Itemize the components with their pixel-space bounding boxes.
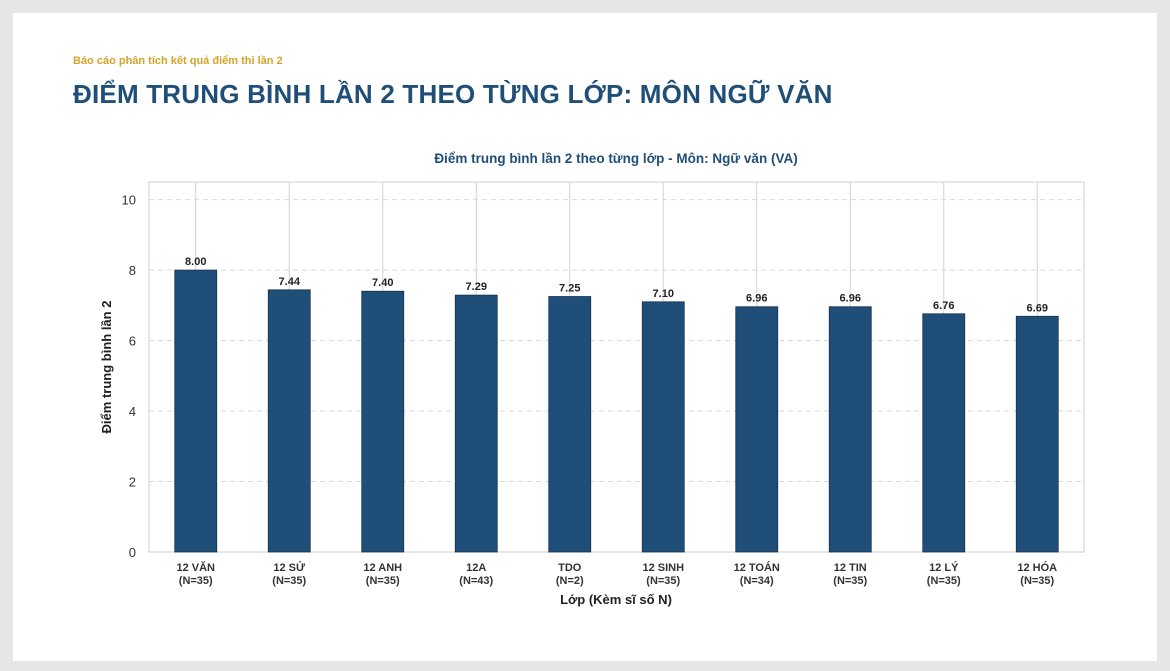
chart-title: Điểm trung bình lần 2 theo từng lớp - Mô… (434, 151, 797, 166)
bar-value-label: 6.76 (933, 300, 954, 312)
report-subtitle: Báo cáo phân tích kết quả điểm thi lần 2 (73, 55, 283, 67)
bar-value-label: 6.69 (1027, 302, 1048, 314)
y-tick-label: 10 (122, 193, 136, 208)
x-tick-sublabel: (N=35) (1020, 575, 1054, 587)
x-tick-sublabel: (N=35) (272, 575, 306, 587)
x-tick-sublabel: (N=2) (556, 575, 584, 587)
x-tick-label: 12 VĂN (176, 561, 215, 574)
y-tick-label: 4 (129, 404, 136, 419)
page-title: ĐIỂM TRUNG BÌNH LẦN 2 THEO TỪNG LỚP: MÔN… (73, 79, 833, 109)
x-tick-label: TDO (558, 562, 582, 574)
bar (174, 269, 218, 553)
x-tick-sublabel: (N=34) (740, 575, 774, 587)
bar (267, 289, 311, 553)
x-tick-sublabel: (N=35) (646, 575, 680, 587)
x-tick-sublabel: (N=35) (833, 575, 867, 587)
bar (922, 313, 966, 553)
bar-value-label: 7.25 (559, 283, 580, 295)
bar (454, 294, 498, 553)
y-tick-label: 8 (129, 263, 136, 278)
bar-value-label: 8.00 (185, 256, 206, 268)
bar (828, 306, 872, 553)
x-tick-label: 12 TOÁN (734, 561, 780, 574)
x-tick-label: 12 HÓA (1017, 561, 1057, 574)
x-tick-label: 12 ANH (363, 562, 402, 574)
bar-value-label: 6.96 (840, 293, 861, 305)
bar (641, 301, 685, 553)
bar (735, 306, 779, 553)
x-tick-sublabel: (N=35) (927, 575, 961, 587)
x-tick-label: 12A (466, 562, 486, 574)
bar-value-label: 7.44 (279, 276, 301, 288)
x-tick-sublabel: (N=35) (179, 575, 213, 587)
x-tick-label: 12 SỬ (273, 561, 306, 574)
bar-value-label: 7.29 (466, 281, 487, 293)
y-tick-label: 0 (129, 545, 136, 560)
y-axis-label: Điểm trung bình lần 2 (99, 301, 114, 434)
x-tick-sublabel: (N=35) (366, 575, 400, 587)
x-tick-label: 12 TIN (834, 562, 867, 574)
y-tick-label: 2 (129, 475, 136, 490)
x-tick-label: 12 LÝ (929, 561, 959, 574)
bar-value-label: 6.96 (746, 293, 767, 305)
x-tick-sublabel: (N=43) (459, 575, 493, 587)
x-tick-label: 12 SINH (642, 562, 684, 574)
y-tick-label: 6 (129, 334, 136, 349)
bar-value-label: 7.10 (653, 288, 674, 300)
bar (361, 290, 405, 553)
bar (548, 296, 592, 553)
bar (1015, 315, 1059, 553)
x-axis-label: Lớp (Kèm sĩ số N) (560, 592, 672, 607)
bar-value-label: 7.40 (372, 277, 393, 289)
